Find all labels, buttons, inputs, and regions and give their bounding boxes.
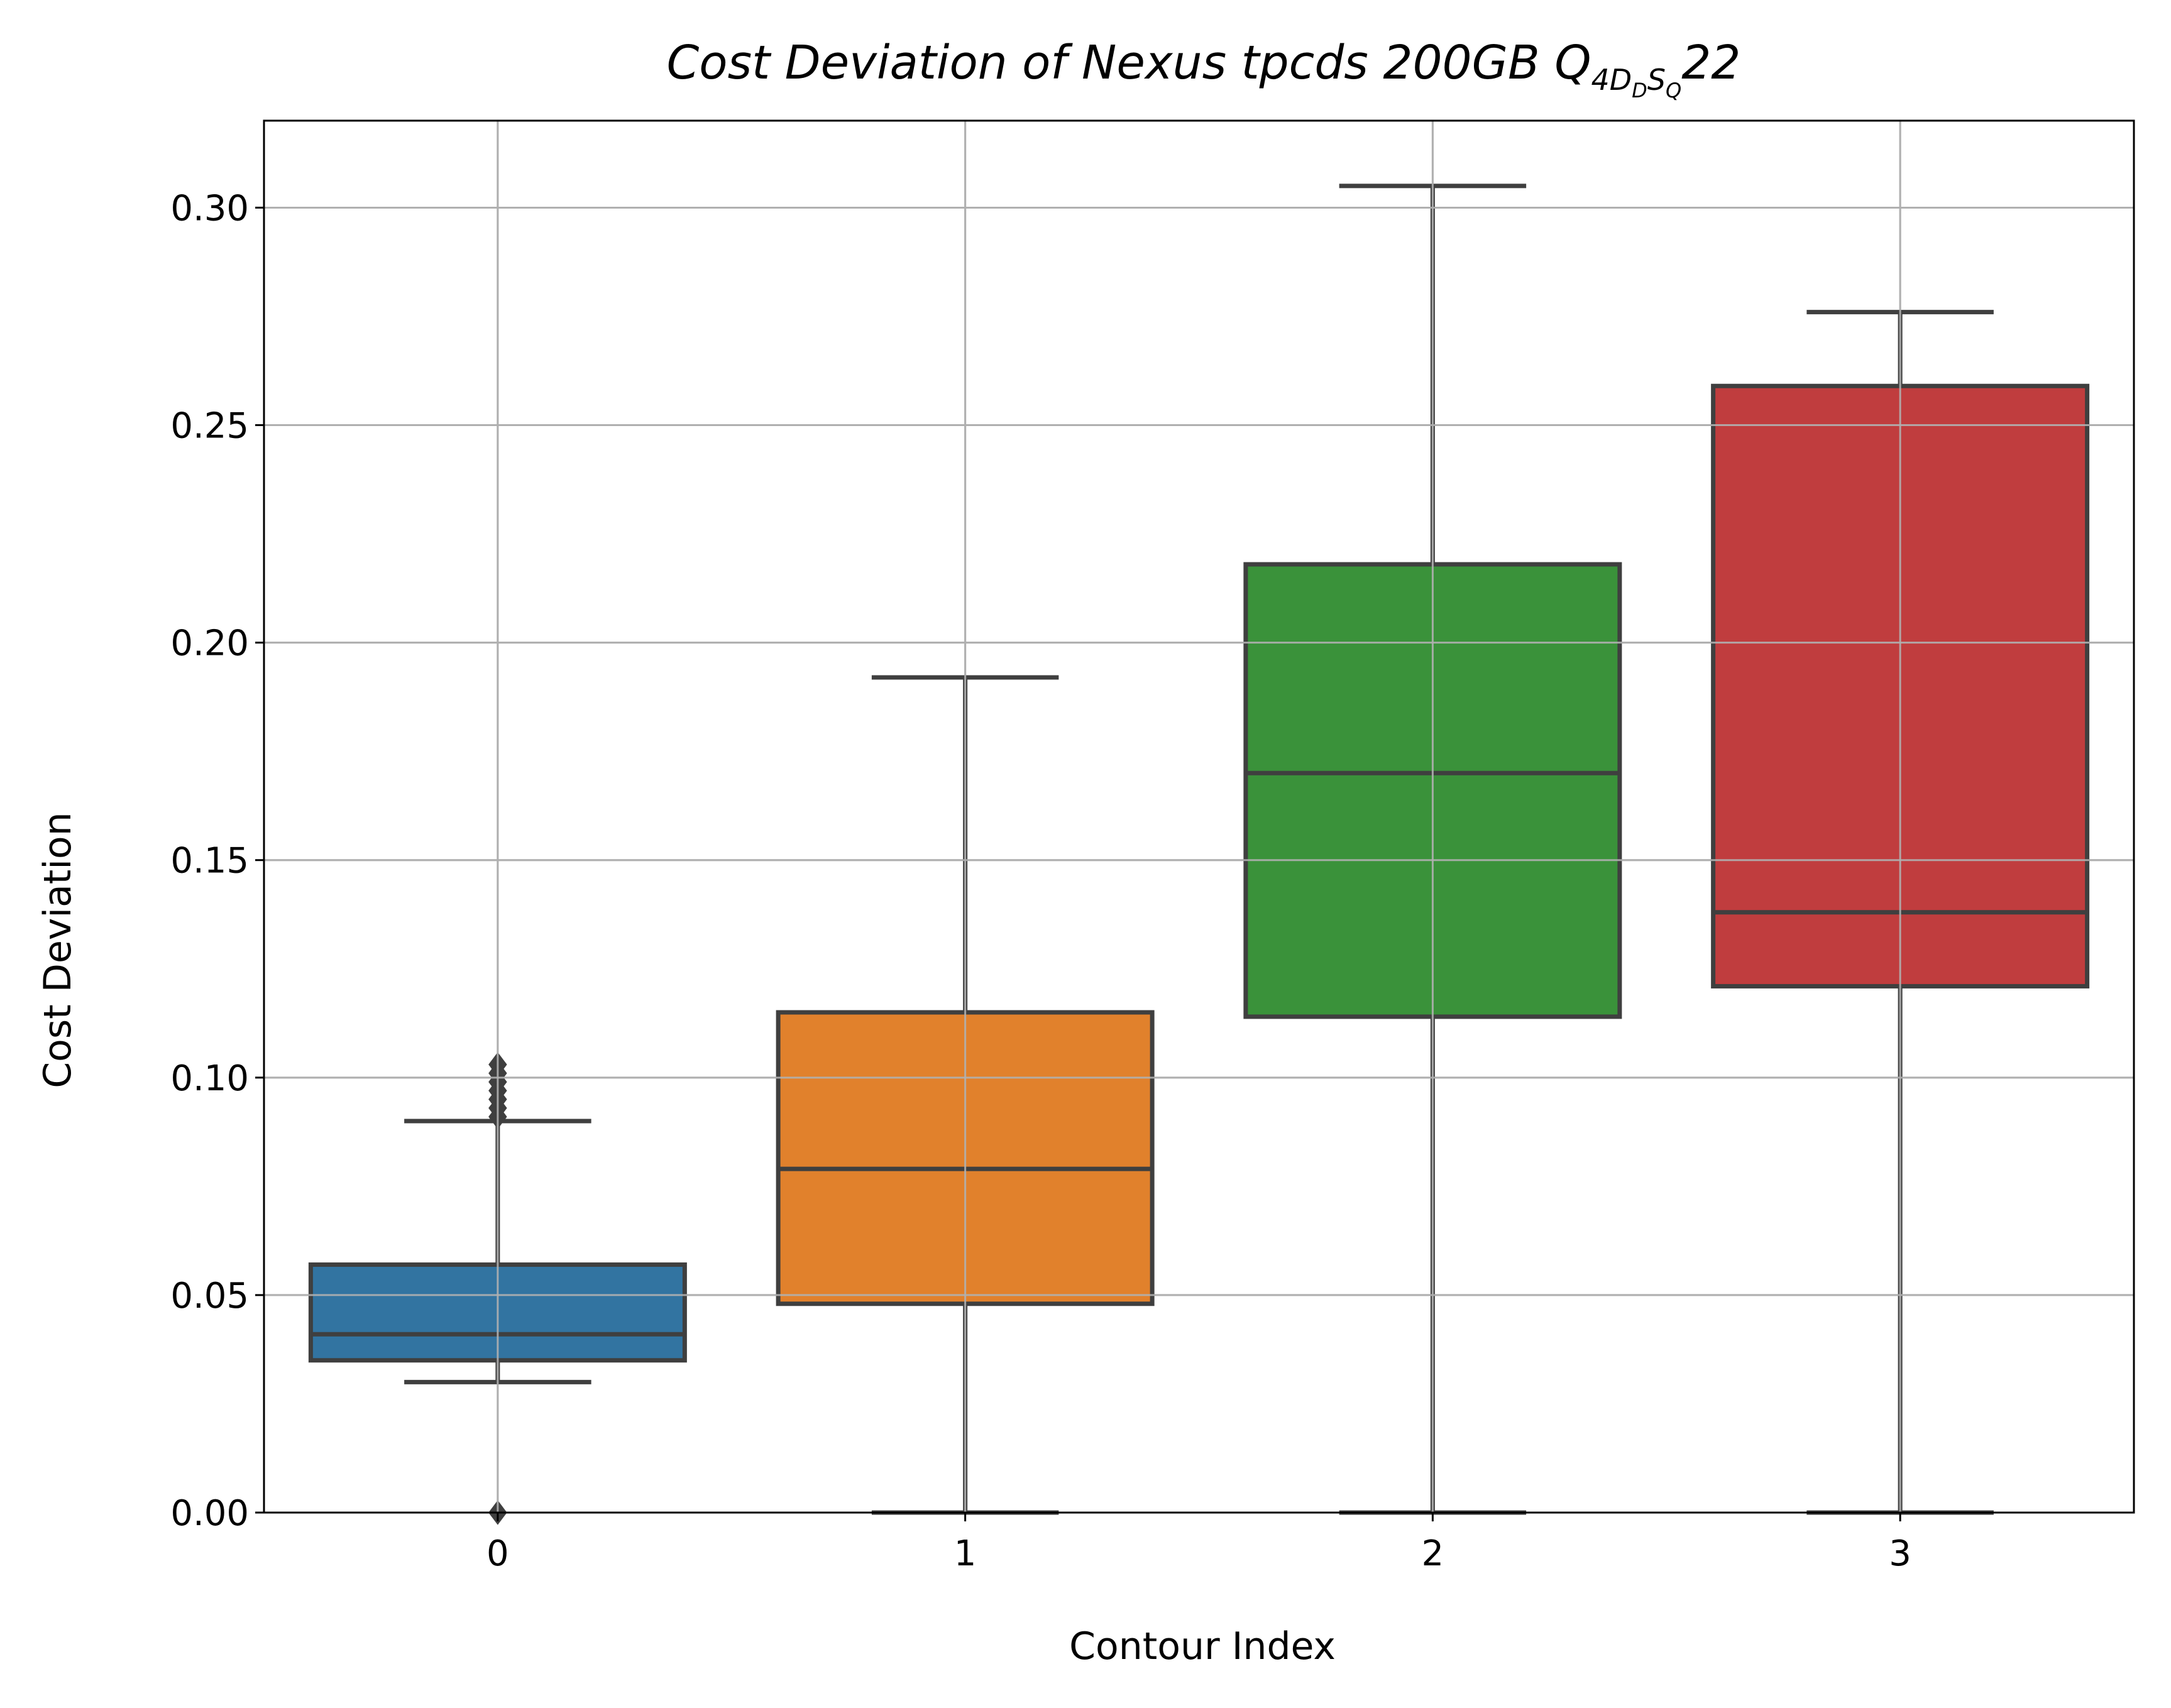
- x-axis-ticks: 0 1 2 3: [486, 1513, 1911, 1574]
- y-tick-label: 0.25: [170, 406, 249, 447]
- y-tick-label: 0.30: [170, 188, 249, 229]
- plot-frame: [263, 119, 2135, 1514]
- chart-title: Cost Deviation of Nexus tpcds 200GB Q4DD…: [667, 36, 1741, 102]
- y-tick-label: 0.05: [170, 1276, 249, 1317]
- y-axis-label: Cost Deviation: [36, 812, 80, 1088]
- x-tick-label: 3: [1889, 1533, 1911, 1574]
- x-tick-label: 1: [954, 1533, 977, 1574]
- y-tick-label: 0.00: [170, 1493, 249, 1534]
- y-tick-label: 0.20: [170, 623, 249, 664]
- box-layer: [308, 183, 2090, 1525]
- x-tick-label: 2: [1422, 1533, 1444, 1574]
- y-tick-label: 0.15: [170, 841, 249, 882]
- x-tick-label: 0: [486, 1533, 509, 1574]
- y-tick-label: 0.10: [170, 1058, 249, 1099]
- y-axis-ticks: 0.00 0.05 0.10 0.15 0.20 0.25 0.30: [170, 188, 264, 1534]
- x-axis-label: Contour Index: [1069, 1624, 1336, 1668]
